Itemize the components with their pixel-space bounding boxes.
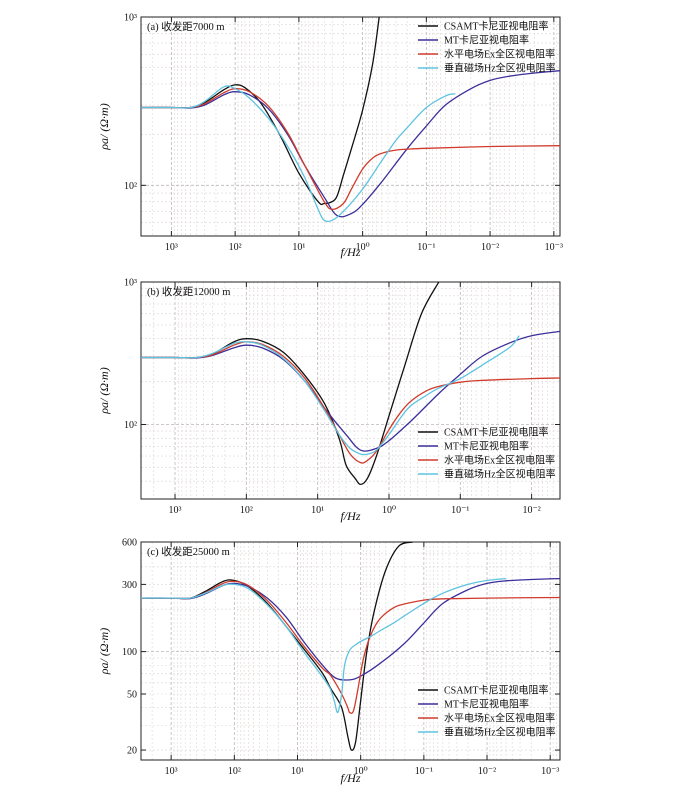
- y-tick-label: 10²: [124, 181, 137, 192]
- legend-label-0: CSAMT卡尼亚视电阻率: [444, 684, 548, 697]
- x-axis-title: f/Hz: [340, 509, 360, 523]
- legend-label-2: 水平电场Ex全区视电阻率: [444, 454, 555, 467]
- series-line-2: [141, 341, 560, 464]
- x-tick-label: 10⁻³: [545, 242, 563, 253]
- x-tick-label: 10⁻¹: [417, 242, 435, 253]
- legend-label-1: MT卡尼亚视电阻率: [444, 698, 529, 711]
- series-line-2: [141, 580, 560, 714]
- series-group: [141, 542, 560, 751]
- x-tick-label: 10²: [240, 505, 253, 516]
- x-tick-label: 10⁻³: [541, 766, 559, 777]
- x-tick-label: 10¹: [311, 505, 324, 516]
- x-tick-label: 10¹: [292, 242, 305, 253]
- series-line-3: [141, 335, 520, 456]
- x-axis-title: f/Hz: [340, 245, 360, 259]
- y-axis-title: ρa/ (Ω·m): [97, 103, 111, 150]
- y-tick-label: 10²: [124, 420, 137, 431]
- series-line-0: [141, 17, 380, 206]
- series-line-0: [141, 542, 413, 751]
- chart-panel-2: 10³ 10² 10¹ 10⁰ 10⁻¹ 10⁻² 10⁻³ 20 50 100 300 600 f/H…: [97, 538, 561, 785]
- legend-label-3: 垂直磁场Hz全区视电阻率: [444, 468, 556, 481]
- x-tick-label: 10³: [165, 242, 178, 253]
- series-line-0: [141, 282, 440, 486]
- legend-label-0: CSAMT卡尼亚视电阻率: [444, 20, 548, 33]
- grid: [140, 541, 561, 760]
- legend-label-3: 垂直磁场Hz全区视电阻率: [444, 726, 556, 739]
- chart-panel-0: 10³ 10² 10¹ 10⁰ 10⁻¹ 10⁻² 10⁻³ 10² 10³ f/Hz ρa/ (Ω…: [97, 13, 563, 260]
- grid: [140, 281, 561, 500]
- legend-label-0: CSAMT卡尼亚视电阻率: [444, 426, 548, 439]
- panel-title: (b) 收发距12000 m: [147, 285, 230, 298]
- x-tick-label: 10⁻¹: [451, 505, 469, 516]
- legend-label-3: 垂直磁场Hz全区视电阻率: [444, 62, 556, 75]
- x-tick-label: 10⁰: [356, 242, 370, 253]
- x-tick-label: 10⁻²: [522, 505, 540, 516]
- x-tick-label: 10⁰: [382, 505, 396, 516]
- plot-frame: [140, 281, 561, 500]
- legend-label-1: MT卡尼亚视电阻率: [444, 34, 529, 47]
- x-tick-label: 10⁻¹: [415, 766, 433, 777]
- series-line-3: [141, 85, 456, 223]
- y-axis-title: ρa/ (Ω·m): [97, 628, 111, 675]
- series-line-1: [141, 70, 560, 218]
- series-line-1: [141, 330, 560, 452]
- legend: CSAMT卡尼亚视电阻率MT卡尼亚视电阻率水平电场Ex全区视电阻率垂直磁场Hz全…: [418, 20, 556, 75]
- x-tick-label: 10⁻²: [481, 242, 499, 253]
- y-tick-label: 300: [122, 580, 137, 591]
- legend: CSAMT卡尼亚视电阻率MT卡尼亚视电阻率水平电场Ex全区视电阻率垂直磁场Hz全…: [418, 426, 556, 481]
- panel-title: (a) 收发距7000 m: [147, 20, 225, 33]
- y-tick-label: 10³: [124, 278, 137, 289]
- legend: CSAMT卡尼亚视电阻率MT卡尼亚视电阻率水平电场Ex全区视电阻率垂直磁场Hz全…: [418, 684, 556, 739]
- series-line-3: [141, 577, 507, 714]
- legend-label-2: 水平电场Ex全区视电阻率: [444, 712, 555, 725]
- x-tick-label: 10³: [165, 766, 178, 777]
- y-tick-label: 50: [127, 690, 137, 701]
- y-tick-label: 600: [122, 538, 137, 549]
- y-tick-label: 20: [127, 746, 137, 757]
- x-tick-label: 10¹: [291, 766, 304, 777]
- plot-frame: [140, 16, 561, 237]
- series-group: [141, 17, 560, 223]
- y-axis-title: ρa/ (Ω·m): [97, 367, 111, 414]
- panel-title: (c) 收发距25000 m: [147, 545, 230, 558]
- x-axis-title: f/Hz: [340, 771, 360, 785]
- y-tick-label: 100: [122, 647, 137, 658]
- series-group: [141, 282, 560, 486]
- x-tick-label: 10⁻²: [478, 766, 496, 777]
- y-tick-label: 10³: [124, 13, 137, 24]
- x-tick-label: 10²: [228, 766, 241, 777]
- legend-label-1: MT卡尼亚视电阻率: [444, 440, 529, 453]
- x-tick-label: 10³: [169, 505, 182, 516]
- plot-frame: [140, 541, 561, 761]
- legend-label-2: 水平电场Ex全区视电阻率: [444, 48, 555, 61]
- series-line-2: [141, 88, 560, 210]
- x-tick-label: 10²: [229, 242, 242, 253]
- x-tick-label: 10⁰: [354, 766, 368, 777]
- chart-panel-1: 10³ 10² 10¹ 10⁰ 10⁻¹ 10⁻² 10² 10³ f/Hz ρa/ (Ω·m) (…: [97, 278, 561, 523]
